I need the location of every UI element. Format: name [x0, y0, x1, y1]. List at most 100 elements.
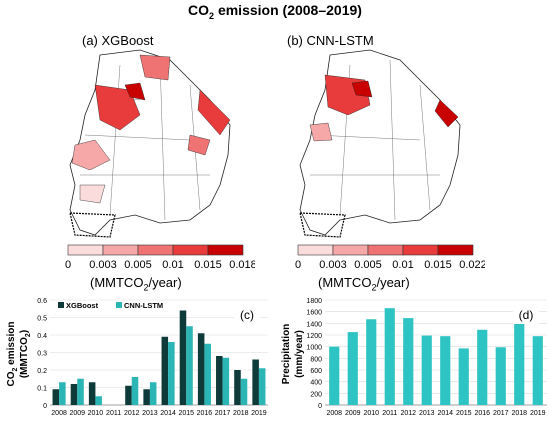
chart-d-xtick-2011: 2011: [382, 410, 397, 417]
legend-a-tick-5: 0.018: [229, 259, 255, 271]
map-a-region-mid: [139, 54, 171, 81]
map-cnn-lstm: [299, 49, 461, 238]
chart-d-ylabel: Precipitation: [281, 324, 292, 385]
legend-a-unit: (MMTCO2/year): [90, 275, 182, 293]
figure-title: CO2 emission (2008–2019): [0, 2, 550, 21]
chart-c-bar-1-2009: [77, 378, 84, 405]
chart-c-bar-1-2014: [168, 342, 175, 405]
chart-c-legend-swatch-1: [116, 302, 122, 308]
legend-a-tick-4: 0.015: [194, 259, 222, 271]
chart-c-ylabel-line2: (MMTCO2): [19, 330, 32, 378]
chart-d-ytick-8: 1600: [306, 310, 322, 317]
legend-a-tick-0: 0: [65, 259, 71, 271]
chart-d-bar-0-2018: [514, 321, 525, 405]
chart-d-ylabel-line2: (mm/year): [294, 330, 305, 378]
chart-c-xtick-2018: 2018: [233, 410, 249, 417]
map-a-region-max: [124, 82, 146, 101]
chart-c-bar-0-2009: [70, 384, 78, 405]
chart-d-bar-0-2011: [384, 308, 395, 405]
map-b-region-east: [434, 99, 459, 128]
chart-c-bar-1-2010: [95, 396, 102, 405]
legend-b-tick-1: 0.003: [319, 259, 347, 271]
chart-d-bar-0-2017: [495, 347, 506, 405]
chart-c-ytick-0: 0: [43, 403, 47, 410]
map-a-region-south: [79, 184, 106, 204]
chart-c-bar-0-2019: [252, 359, 259, 405]
chart-d-bar-0-2016: [477, 329, 488, 405]
map-b-outline: [299, 49, 461, 238]
map-a-region-central: [187, 134, 211, 156]
chart-c-xtick-2016: 2016: [197, 410, 213, 417]
chart-c-ytick-1: 0.1: [37, 386, 47, 393]
legend-b-swatch-1: [332, 244, 369, 256]
title-rest: emission (2008–2019): [214, 2, 362, 18]
chart-d-ytick-9: 1800: [306, 298, 322, 305]
chart-d-bar-0-2015: [458, 348, 469, 405]
chart-c-bar-0-2017: [216, 356, 223, 405]
chart-c-legend-swatch-0: [58, 302, 64, 308]
legend-a-swatch-4: [207, 244, 244, 256]
chart-d-bar-0-2012: [403, 318, 414, 405]
map-a-region-east: [197, 89, 231, 136]
chart-d-xtick-2019: 2019: [530, 410, 546, 417]
chart-d-ytick-4: 800: [310, 356, 322, 363]
chart-c-bar-0-2016: [197, 333, 205, 405]
chart-c-bar-1-2015: [186, 326, 193, 405]
chart-precipitation: 0 200 400 600 800 1000 1200 1400 1600 1800 2008 200…: [281, 298, 547, 417]
chart-d-ytick-0: 0: [318, 403, 322, 410]
map-b-region-max: [351, 80, 373, 98]
chart-c-ytick-2: 0.2: [37, 368, 47, 375]
chart-d-panel-label: (d): [513, 306, 539, 324]
chart-d-bar-0-2014: [440, 336, 451, 405]
legend-a-swatch-1: [102, 244, 139, 256]
chart-c-xtick-2019: 2019: [251, 410, 267, 417]
legend-b-tick-2: 0.005: [354, 259, 382, 271]
chart-c-xtick-2009: 2009: [69, 410, 85, 417]
legend-b-tick-3: 0.01: [392, 259, 413, 271]
legend-a-swatch-3: [172, 244, 209, 256]
chart-c-legend-label-0: XGBoost: [66, 301, 99, 310]
chart-d-bar-0-2019: [532, 336, 543, 405]
chart-c-bar-1-2013: [149, 382, 157, 405]
legend-a-swatch-0: [67, 244, 104, 256]
chart-c-xtick-2014: 2014: [160, 410, 176, 417]
chart-c-bar-0-2013: [143, 389, 150, 405]
chart-c-bar-0-2018: [234, 370, 241, 405]
chart-c-panel-label-text: (c): [240, 308, 254, 322]
chart-d-xtick-2009: 2009: [345, 410, 361, 417]
chart-d-ytick-5: 1000: [306, 345, 322, 352]
legend-b-swatch-4: [437, 244, 474, 256]
chart-d-ytick-1: 200: [310, 391, 322, 398]
map-a-region-high: [94, 84, 141, 131]
chart-c-xtick-2013: 2013: [142, 410, 158, 417]
chart-c-xtick-2008: 2008: [51, 410, 67, 417]
chart-c-bar-0-2015: [179, 310, 187, 405]
chart-c-xtick-2015: 2015: [178, 410, 194, 417]
map-a-outline: [69, 49, 231, 238]
legend-b-tick-0: 0: [295, 259, 301, 271]
chart-d-bar-0-2008: [329, 346, 340, 405]
map-a-region-west: [71, 139, 111, 171]
chart-c-bar-1-2012: [131, 377, 139, 405]
chart-c-xtick-2010: 2010: [88, 410, 104, 417]
chart-d-xtick-2018: 2018: [511, 410, 527, 417]
legend-a-tick-3: 0.01: [162, 259, 183, 271]
chart-c-ytick-3: 0.3: [37, 351, 47, 358]
chart-d-xtick-2012: 2012: [400, 410, 416, 417]
chart-c-ytick-5: 0.5: [37, 316, 47, 323]
chart-c-xtick-2012: 2012: [124, 410, 140, 417]
chart-d-xtick-2014: 2014: [437, 410, 453, 417]
chart-c-xtick-2017: 2017: [215, 410, 231, 417]
legend-a-swatch-2: [137, 244, 174, 256]
legend-b-swatch-0: [297, 244, 334, 256]
title-co: CO: [188, 2, 210, 18]
chart-d-xtick-2010: 2010: [363, 410, 379, 417]
map-xgboost: [69, 49, 231, 238]
chart-d-bar-0-2010: [366, 319, 377, 405]
chart-c-bar-0-2014: [161, 336, 169, 405]
map-a-islands: [69, 212, 116, 238]
map-b-islands: [299, 212, 346, 238]
legend-a-tick-1: 0.003: [89, 259, 117, 271]
chart-c-ytick-4: 0.4: [37, 333, 47, 340]
